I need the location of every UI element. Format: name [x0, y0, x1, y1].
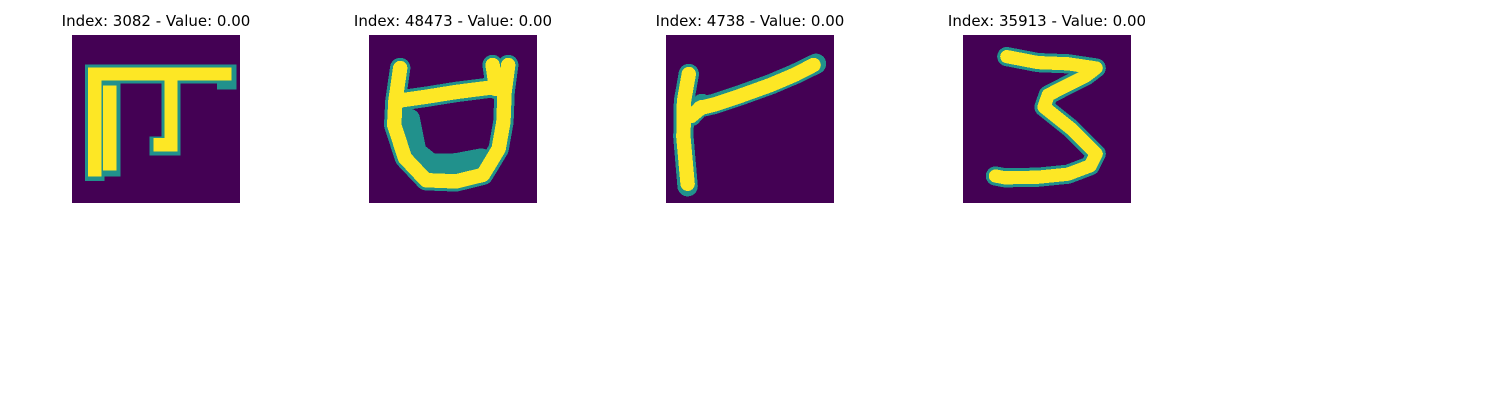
glyph-image-4: [963, 35, 1131, 203]
panel-title-1: Index: 3082 - Value: 0.00: [61, 12, 251, 30]
panel-title-2: Index: 48473 - Value: 0.00: [353, 12, 553, 30]
glyph-image-1: [72, 35, 240, 203]
glyph-image-2: [369, 35, 537, 203]
glyph-image-3: [666, 35, 834, 203]
panel-title-4: Index: 35913 - Value: 0.00: [947, 12, 1147, 30]
panel-title-3: Index: 4738 - Value: 0.00: [655, 12, 845, 30]
